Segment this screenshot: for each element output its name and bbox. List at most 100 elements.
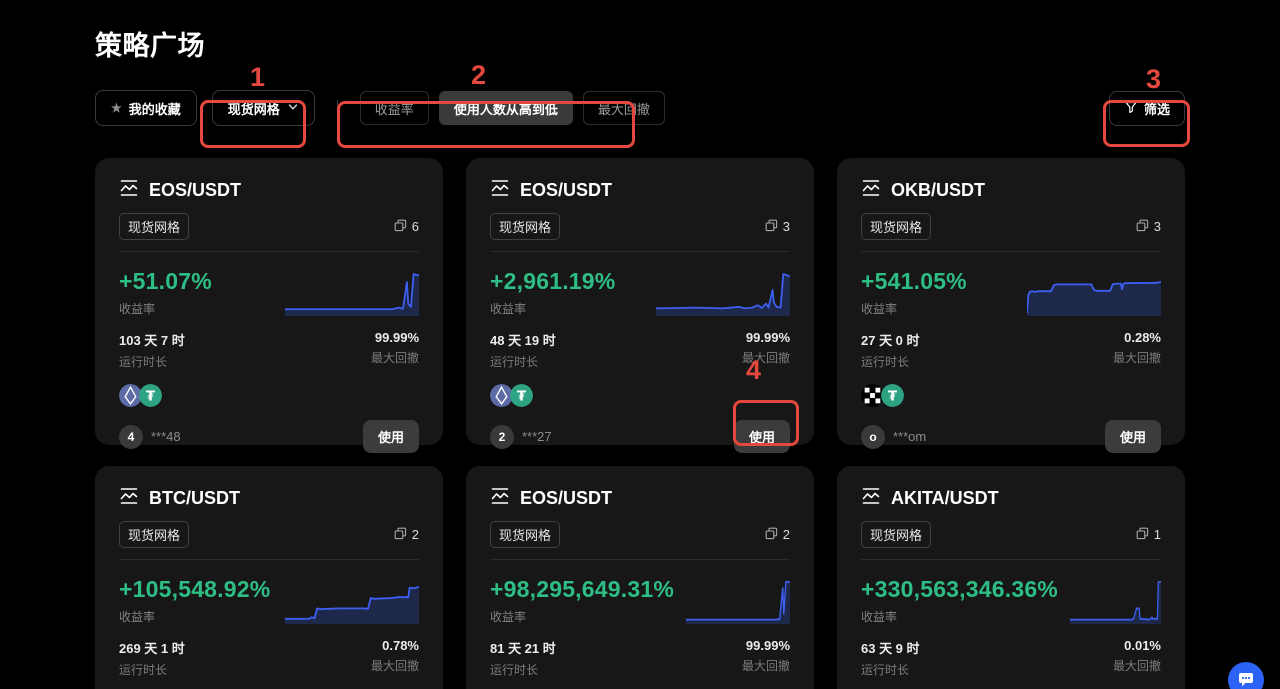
roi-block: +51.07% 收益率 [119, 268, 212, 317]
strategy-type-dropdown[interactable]: 现货网格 [211, 90, 315, 126]
drawdown-block: 99.99% 最大回撤 [742, 330, 790, 370]
stats-row: 269 天 1 时 运行时长 0.78% 最大回撤 [119, 638, 419, 678]
drawdown-block: 0.01% 最大回撤 [1113, 638, 1161, 678]
chat-support-button[interactable] [1228, 662, 1264, 689]
runtime-value: 48 天 19 时 [490, 333, 556, 348]
tab-max-drawdown[interactable]: 最大回撤 [582, 91, 665, 125]
grid-strategy-icon [490, 486, 510, 511]
roi-block: +541.05% 收益率 [861, 268, 967, 317]
svg-text:₮: ₮ [146, 389, 156, 404]
coin-eos-icon [490, 384, 513, 407]
strategy-card-grid: EOS/USDT 现货网格 6 +51.07% 收益率 [95, 158, 1185, 689]
strategy-card[interactable]: EOS/USDT 现货网格 2 +98,295,649.31% 收益率 [466, 466, 814, 689]
drawdown-value: 0.28% [1124, 330, 1161, 345]
card-divider [119, 559, 419, 560]
drawdown-value: 0.78% [382, 638, 419, 653]
pair-name: OKB/USDT [891, 180, 985, 200]
filter-button[interactable]: 筛选 [1108, 90, 1185, 126]
roi-label: 收益率 [119, 610, 156, 624]
use-button[interactable]: 使用 [734, 420, 790, 453]
roi-block: +330,563,346.36% 收益率 [861, 576, 1058, 625]
roi-block: +98,295,649.31% 收益率 [490, 576, 674, 625]
pair-name: EOS/USDT [520, 180, 613, 200]
strategy-card[interactable]: EOS/USDT 现货网格 3 +2,961.19% 收益率 [466, 158, 814, 453]
chip-row: 现货网格 2 [490, 521, 790, 548]
strategy-card[interactable]: AKITA/USDT 现货网格 1 +330,563,346.36% 收益率 [837, 466, 1185, 689]
copy-icon [1136, 219, 1149, 235]
grid-strategy-icon [490, 178, 510, 203]
drawdown-label: 最大回撤 [741, 659, 790, 673]
tab-users-desc[interactable]: 使用人数从高到低 [438, 91, 573, 125]
annotation-number-2: 2 [471, 60, 487, 90]
card-footer: o ***om 使用 [861, 420, 1161, 453]
creator-name: ***27 [522, 429, 552, 444]
card-footer: 2 ***27 使用 [490, 420, 790, 453]
creator: 4 ***48 [119, 424, 181, 449]
roi-row: +105,548.92% 收益率 [119, 576, 419, 625]
copy-count-value: 6 [411, 219, 419, 234]
strategy-card[interactable]: EOS/USDT 现货网格 6 +51.07% 收益率 [95, 158, 443, 453]
runtime-value: 27 天 0 时 [861, 333, 920, 348]
coin-icons: ₮ [861, 384, 1161, 407]
use-button[interactable]: 使用 [1105, 420, 1161, 453]
chevron-down-icon [287, 101, 299, 116]
card-divider [861, 559, 1161, 560]
copy-count: 3 [1136, 219, 1161, 235]
drawdown-label: 最大回撤 [1112, 659, 1161, 673]
roi-label: 收益率 [490, 610, 527, 624]
card-title-row: EOS/USDT [119, 178, 419, 203]
use-button[interactable]: 使用 [363, 420, 419, 453]
copy-icon [1136, 527, 1149, 543]
chat-bubble-icon [1236, 669, 1256, 689]
roi-value: +330,563,346.36% [861, 576, 1058, 602]
copy-count: 1 [1136, 527, 1161, 543]
tab-roi[interactable]: 收益率 [359, 91, 429, 125]
coin-icons: ₮ [119, 384, 419, 407]
copy-count: 2 [765, 527, 790, 543]
coin-icons: ₮ [490, 384, 790, 407]
grid-strategy-icon [119, 486, 139, 511]
roi-value: +98,295,649.31% [490, 576, 674, 602]
copy-count-value: 3 [782, 219, 790, 234]
roi-row: +2,961.19% 收益率 [490, 268, 790, 317]
runtime-label: 运行时长 [861, 355, 910, 369]
card-divider [490, 251, 790, 252]
sparkline-chart [285, 580, 419, 624]
roi-row: +98,295,649.31% 收益率 [490, 576, 790, 625]
sparkline-chart [656, 272, 790, 316]
roi-label: 收益率 [861, 302, 898, 316]
card-divider [490, 559, 790, 560]
funnel-icon [1124, 100, 1138, 117]
copy-icon [394, 527, 407, 543]
roi-row: +51.07% 收益率 [119, 268, 419, 317]
card-title-row: BTC/USDT [119, 486, 419, 511]
chip-row: 现货网格 3 [490, 213, 790, 240]
chip-row: 现货网格 3 [861, 213, 1161, 240]
coin-eos-icon [119, 384, 142, 407]
runtime-value: 81 天 21 时 [490, 641, 556, 656]
copy-icon [394, 219, 407, 235]
creator: o ***om [861, 424, 926, 449]
coin-okb-icon [861, 384, 884, 407]
roi-row: +541.05% 收益率 [861, 268, 1161, 317]
card-title-row: OKB/USDT [861, 178, 1161, 203]
roi-value: +2,961.19% [490, 268, 616, 294]
drawdown-label: 最大回撤 [370, 351, 419, 365]
drawdown-block: 0.28% 最大回撤 [1113, 330, 1161, 370]
coin-usdt-icon: ₮ [881, 384, 904, 407]
runtime-label: 运行时长 [861, 663, 910, 677]
runtime-label: 运行时长 [490, 355, 539, 369]
toolbar-divider [336, 100, 338, 116]
copy-count-value: 1 [1153, 527, 1161, 542]
creator-avatar: o [861, 424, 885, 449]
pair-name: EOS/USDT [149, 180, 242, 200]
toolbar: ★ 我的收藏 现货网格 收益率 使用人数从高到低 最大回撤 筛选 [95, 90, 1185, 126]
strategy-card[interactable]: OKB/USDT 现货网格 3 +541.05% 收益率 [837, 158, 1185, 453]
strategy-card[interactable]: BTC/USDT 现货网格 2 +105,548.92% 收益率 [95, 466, 443, 689]
drawdown-label: 最大回撤 [370, 659, 419, 673]
copy-count-value: 2 [411, 527, 419, 542]
stats-row: 63 天 9 时 运行时长 0.01% 最大回撤 [861, 638, 1161, 678]
copy-count: 6 [394, 219, 419, 235]
favorites-button[interactable]: ★ 我的收藏 [95, 90, 197, 126]
card-title-row: EOS/USDT [490, 178, 790, 203]
